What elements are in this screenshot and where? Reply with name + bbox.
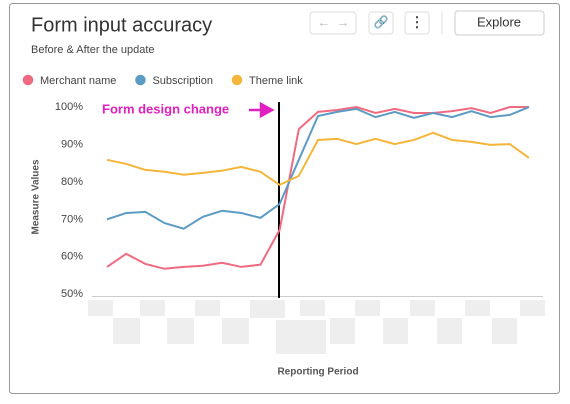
menu-icon: ⋮ (410, 14, 424, 30)
explore-button[interactable] (454, 10, 545, 36)
legend-label: Merchant name (40, 75, 116, 87)
legend-swatch (133, 73, 148, 87)
y-axis-title: Measure Values (31, 159, 42, 234)
legend-swatch (21, 73, 35, 87)
y-tick-label: 60% (61, 251, 83, 263)
chart-title: Form input accuracy (31, 14, 212, 36)
legend-label: Theme link (249, 75, 303, 87)
prev-icon: ← (318, 14, 331, 29)
x-axis-title: Reporting Period (277, 367, 358, 378)
y-tick-label: 70% (61, 213, 83, 225)
legend-swatch (230, 73, 244, 87)
next-icon: → (337, 14, 350, 29)
annotation-arrow (249, 101, 275, 119)
link-button[interactable] (368, 11, 394, 35)
series-line (106, 131, 530, 187)
menu-button[interactable] (404, 11, 430, 35)
y-tick-label: 80% (61, 176, 83, 188)
series-line (106, 105, 529, 270)
series-line (106, 106, 530, 230)
legend-label: Subscription (152, 75, 213, 87)
y-tick-label: 100% (55, 101, 83, 113)
blurred-x-labels (88, 300, 545, 354)
explore-label: Explore (477, 14, 521, 29)
y-tick-label: 50% (61, 288, 83, 300)
chart-subtitle: Before & After the update (31, 44, 155, 56)
y-tick-label: 90% (61, 138, 83, 150)
annotation: Form design change (102, 101, 229, 116)
link-icon: 🔗 (374, 14, 389, 29)
nav-buttons[interactable] (309, 11, 357, 35)
